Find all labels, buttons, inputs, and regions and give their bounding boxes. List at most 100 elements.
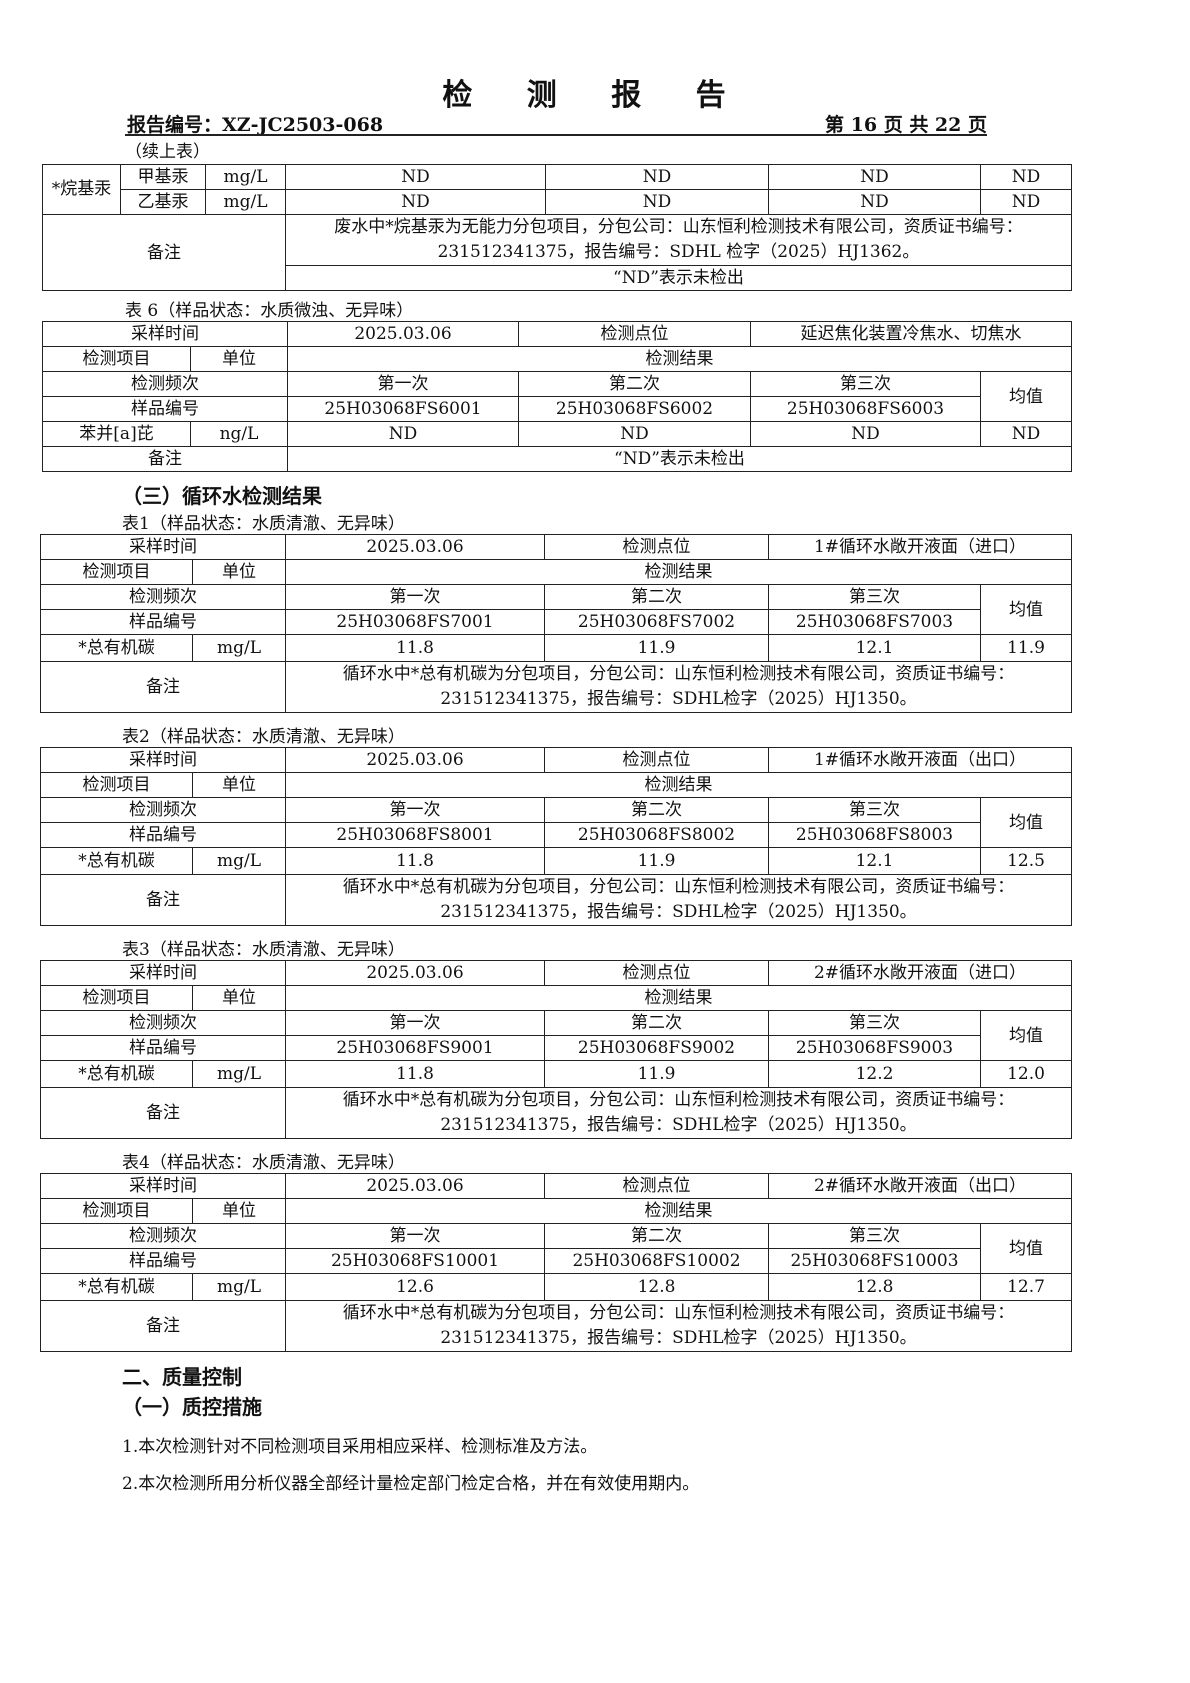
value-cell: 1#循环水敞开液面（进口） — [768, 534, 1072, 560]
remark-cell: 循环水中*总有机碳为分包项目，分包公司：山东恒利检测技术有限公司，资质证书编号：… — [285, 1300, 1072, 1352]
label-cell: 样品编号 — [40, 822, 286, 848]
label-cell: 样品编号 — [42, 396, 288, 422]
label-cell: 第二次 — [544, 1010, 769, 1036]
label-cell: 采样时间 — [40, 747, 286, 773]
table-row: *总有机碳 mg/L 12.6 12.8 12.8 12.7 — [40, 1273, 1072, 1301]
table-row: 样品编号 25H03068FS6001 25H03068FS6002 25H03… — [42, 396, 1072, 422]
table-row: 采样时间 2025.03.06 检测点位 1#循环水敞开液面（出口） — [40, 747, 1072, 773]
label-cell: 检测项目 — [40, 772, 193, 798]
label-cell: 第三次 — [768, 1010, 981, 1036]
value-cell: 11.8 — [285, 847, 545, 875]
table-row: 备注 循环水中*总有机碳为分包项目，分包公司：山东恒利检测技术有限公司，资质证书编… — [40, 661, 1072, 713]
value-cell: ND — [285, 189, 546, 215]
label-cell: 检测结果 — [285, 1198, 1072, 1224]
value-cell: ND — [285, 164, 546, 190]
label-cell: 单位 — [192, 985, 286, 1011]
label-cell: 均值 — [980, 371, 1072, 422]
value-cell: 2#循环水敞开液面（出口） — [768, 1173, 1072, 1199]
label-cell: 第三次 — [768, 797, 981, 823]
label-cell: 样品编号 — [40, 1035, 286, 1061]
value-cell: 2025.03.06 — [287, 321, 519, 347]
table-6: 采样时间 2025.03.06 检测点位 延迟焦化装置冷焦水、切焦水 检测项目 … — [42, 321, 1072, 472]
table6-caption: 表 6（样品状态：水质微浊、无异味） — [125, 301, 414, 321]
remark-label: 备注 — [40, 1087, 286, 1139]
table-row: 样品编号 25H03068FS8001 25H03068FS8002 25H03068… — [40, 822, 1072, 848]
unit-cell: ng/L — [190, 421, 288, 447]
unit-cell: mg/L — [205, 189, 286, 215]
value-cell: 25H03068FS6003 — [750, 396, 981, 422]
table-caption: 表1（样品状态：水质清澈、无异味） — [122, 514, 405, 534]
table-row: 检测项目 单位 检测结果 — [42, 346, 1072, 372]
label-cell: 第三次 — [750, 371, 981, 397]
remark-cell: 废水中*烷基汞为无能力分包项目，分包公司：山东恒利检测技术有限公司，资质证书编号… — [285, 214, 1072, 266]
value-cell: 12.8 — [544, 1273, 769, 1301]
label-cell: 样品编号 — [40, 609, 286, 635]
remark-cell: 循环水中*总有机碳为分包项目，分包公司：山东恒利检测技术有限公司，资质证书编号：… — [285, 874, 1072, 926]
table-row: 检测项目 单位 检测结果 — [40, 772, 1072, 798]
remark-cell: 循环水中*总有机碳为分包项目，分包公司：山东恒利检测技术有限公司，资质证书编号：… — [285, 1087, 1072, 1139]
value-cell: 11.9 — [544, 1060, 769, 1088]
value-cell: ND — [545, 189, 769, 215]
value-cell: 12.1 — [768, 634, 981, 662]
label-cell: 采样时间 — [40, 534, 286, 560]
table-row: 检测频次 第一次 第二次 第三次 均值 — [40, 1010, 1072, 1061]
label-cell: 检测项目 — [40, 559, 193, 585]
table-row: 采样时间 2025.03.06 检测点位 2#循环水敞开液面（进口） — [40, 960, 1072, 986]
label-cell: 检测结果 — [285, 559, 1072, 585]
label-cell: 均值 — [980, 797, 1072, 848]
value-cell: 25H03068FS7001 — [285, 609, 545, 635]
value-cell: 2025.03.06 — [285, 960, 545, 986]
table-row: 采样时间 2025.03.06 检测点位 1#循环水敞开液面（进口） — [40, 534, 1072, 560]
label-cell: 单位 — [190, 346, 288, 372]
value-cell: 25H03068FS6002 — [518, 396, 751, 422]
value-cell: 12.2 — [768, 1060, 981, 1088]
table-row: 采样时间 2025.03.06 检测点位 2#循环水敞开液面（出口） — [40, 1173, 1072, 1199]
value-cell: 2025.03.06 — [285, 534, 545, 560]
label-cell: 第二次 — [544, 1223, 769, 1249]
label-cell: 第二次 — [544, 797, 769, 823]
remark-label: 备注 — [40, 661, 286, 713]
value-cell: 延迟焦化装置冷焦水、切焦水 — [750, 321, 1072, 347]
value-cell: 25H03068FS6001 — [287, 396, 519, 422]
value-cell: 25H03068FS10003 — [768, 1248, 981, 1274]
report-number: 报告编号：XZ-JC2503-068 — [127, 114, 384, 136]
remark-label: 备注 — [40, 1300, 286, 1352]
table-row: 备注 循环水中*总有机碳为分包项目，分包公司：山东恒利检测技术有限公司，资质证书编… — [40, 1087, 1072, 1139]
continued-label: （续上表） — [125, 142, 210, 162]
unit-cell: mg/L — [192, 1060, 286, 1088]
label-cell: 采样时间 — [40, 960, 286, 986]
table-row: 乙基汞 mg/L ND ND ND ND — [43, 189, 1072, 215]
table-row: 检测项目 单位 检测结果 — [40, 559, 1072, 585]
table-row: 检测项目 单位 检测结果 — [40, 985, 1072, 1011]
table-row: 备注 废水中*烷基汞为无能力分包项目，分包公司：山东恒利检测技术有限公司，资质证… — [42, 214, 1072, 291]
label-cell: 采样时间 — [40, 1173, 286, 1199]
value-cell: 2#循环水敞开液面（进口） — [768, 960, 1072, 986]
label-cell: 检测项目 — [42, 346, 191, 372]
value-cell: 25H03068FS9001 — [285, 1035, 545, 1061]
circ-table-4: 采样时间 2025.03.06 检测点位 2#循环水敞开液面（出口） 检测项目 单位 检测… — [40, 1173, 1072, 1352]
label-cell: 第三次 — [768, 1223, 981, 1249]
report-title: 检 测 报 告 — [442, 78, 748, 113]
value-cell: ND — [980, 189, 1072, 215]
table-caption: 表4（样品状态：水质清澈、无异味） — [122, 1153, 405, 1173]
table-row: *总有机碳 mg/L 11.8 11.9 12.2 12.0 — [40, 1060, 1072, 1088]
value-cell: 12.0 — [980, 1060, 1072, 1088]
value-cell: 25H03068FS7003 — [768, 609, 981, 635]
value-cell: 2025.03.06 — [285, 747, 545, 773]
item-cell: *总有机碳 — [40, 634, 193, 662]
value-cell: 12.6 — [285, 1273, 545, 1301]
table-continued: *烷基汞 甲基汞 mg/L ND ND ND ND 乙基汞 mg/L ND ND… — [42, 164, 1072, 291]
table-row: 检测频次 第一次 第二次 第三次 均值 — [40, 584, 1072, 635]
qc-item: 2.本次检测所用分析仪器全部经计量检定部门检定合格，并在有效使用期内。 — [122, 1474, 700, 1494]
label-cell: 检测结果 — [285, 772, 1072, 798]
label-cell: 第一次 — [285, 584, 545, 610]
unit-cell: mg/L — [192, 1273, 286, 1301]
table-row: 样品编号 25H03068FS7001 25H03068FS7002 25H03068… — [40, 609, 1072, 635]
label-cell: 单位 — [192, 772, 286, 798]
label-cell: 检测频次 — [40, 584, 286, 610]
table-row: *烷基汞 甲基汞 mg/L ND ND ND ND — [42, 164, 1072, 215]
page-number: 第 16 页 共 22 页 — [825, 114, 987, 136]
label-cell: 均值 — [980, 1223, 1072, 1274]
value-cell: 12.7 — [980, 1273, 1072, 1301]
